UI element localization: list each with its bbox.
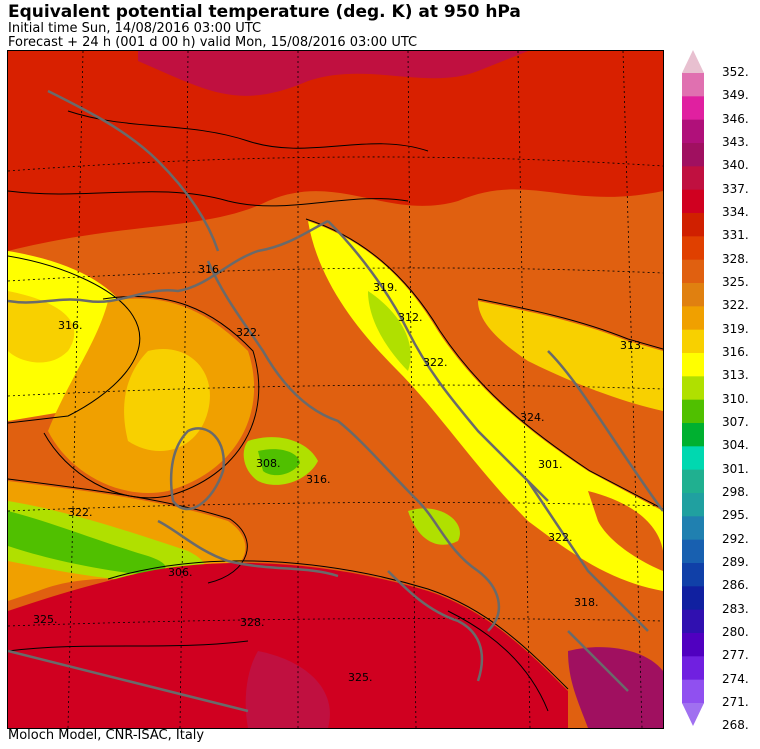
- colorbar-tick-label: 277.: [722, 648, 749, 663]
- colorbar-swatch: [682, 609, 704, 634]
- colorbar-min-arrow: [682, 703, 704, 726]
- region-north: [8, 51, 663, 251]
- region-south-magenta: [245, 651, 330, 728]
- colorbar-tick-label: 310.: [722, 391, 749, 406]
- contour-label: 306.: [168, 566, 193, 579]
- colorbar-swatch: [682, 306, 704, 331]
- contour-label: 318.: [574, 596, 599, 609]
- colorbar-tick-label: 301.: [722, 461, 749, 476]
- contour-label: 308.: [256, 457, 281, 470]
- colorbar-swatch: [682, 119, 704, 144]
- colorbar-tick-label: 307.: [722, 415, 749, 429]
- contour-label: 316.: [306, 473, 331, 486]
- colorbar-tick-label: 271.: [722, 695, 749, 709]
- colorbar-swatch: [682, 96, 704, 121]
- colorbar-swatch: [682, 446, 704, 471]
- colorbar-tick-label: 319.: [722, 321, 749, 336]
- contour-label: 328.: [240, 616, 265, 629]
- graticule: [8, 51, 663, 728]
- map-panel: 316. 316. 319. 312. 322. 313. 324. 322. …: [7, 50, 664, 729]
- colorbar-swatch: [682, 679, 704, 704]
- colorbar-tick-label: 292.: [722, 531, 749, 546]
- colorbar-tick-label: 331.: [722, 228, 749, 243]
- region-central-gold: [124, 349, 210, 451]
- region-sw-green: [8, 511, 166, 574]
- colorbar-swatch: [682, 516, 704, 541]
- colorbar-swatch: [682, 329, 704, 354]
- chart-title: Equivalent potential temperature (deg. K…: [8, 2, 521, 22]
- colorbar-max-arrow: [682, 50, 704, 73]
- colorbar-swatch: [682, 283, 704, 307]
- colorbar-tick-label: 340.: [722, 158, 749, 173]
- colorbar-swatch: [682, 213, 704, 237]
- colorbar-tick-label: 328.: [722, 251, 749, 266]
- colorbar-swatch: [682, 656, 704, 681]
- colorbar-swatch: [682, 633, 704, 657]
- colorbar-swatch: [682, 353, 704, 377]
- colorbar-tick-label: 349.: [722, 88, 749, 103]
- colorbar-swatch: [682, 376, 704, 401]
- contour-label: 322.: [548, 531, 573, 544]
- colorbar-tick-label: 289.: [722, 555, 749, 569]
- coastlines: [8, 89, 663, 713]
- colorbar-swatch: [682, 259, 704, 284]
- colorbar-swatch: [682, 563, 704, 587]
- contour-label: 324.: [520, 411, 545, 424]
- region-north-peak: [138, 51, 528, 96]
- colorbar-swatch: [682, 73, 704, 97]
- colorbar-tick-label: 304.: [722, 438, 749, 453]
- colorbar-tick-label: 337.: [722, 181, 749, 196]
- region-center-deepgreen: [258, 449, 300, 476]
- colorbar-swatch: [682, 539, 704, 564]
- initial-time: Initial time Sun, 14/08/2016 03:00 UTC: [8, 21, 262, 36]
- region-east-gold: [478, 301, 663, 411]
- contour-label: 325.: [348, 671, 373, 684]
- contour-label: 322.: [68, 506, 93, 519]
- region-adriatic-yellow: [308, 221, 663, 591]
- contour-label: 301.: [538, 458, 563, 471]
- contour-label: 325.: [33, 613, 58, 626]
- colorbar-tick-label: 352.: [722, 65, 749, 79]
- colorbar-swatch: [682, 399, 704, 424]
- contour-label: 319.: [373, 281, 398, 294]
- region-east-orange: [588, 491, 663, 571]
- colorbar-swatch: [682, 423, 704, 447]
- colorbar-swatch: [682, 586, 704, 611]
- contour-label: 322.: [423, 356, 448, 369]
- colorbar-swatch: [682, 166, 704, 191]
- colorbar-swatch: [682, 189, 704, 214]
- colorbar-tick-label: 283.: [722, 601, 749, 616]
- colorbar-tick-label: 295.: [722, 508, 749, 523]
- colorbar-tick-label: 325.: [722, 275, 749, 289]
- forecast-validity: Forecast + 24 h (001 d 00 h) valid Mon, …: [8, 35, 418, 50]
- colorbar-swatch: [682, 493, 704, 517]
- colorbar-tick-label: 298.: [722, 485, 749, 499]
- colorbar-swatch: [682, 469, 704, 494]
- contour-label-group: 316. 316. 319. 312. 322. 313. 324. 322. …: [33, 263, 645, 684]
- contour-label: 313.: [620, 339, 645, 352]
- colorbar-swatch: [682, 236, 704, 261]
- model-credit: Moloch Model, CNR-ISAC, Italy: [8, 728, 205, 743]
- region-west-gold: [8, 291, 75, 363]
- colorbar-tick-label: 322.: [722, 298, 749, 313]
- colorbar-tick-label: 343.: [722, 135, 749, 149]
- contour-label: 322.: [236, 326, 261, 339]
- contour-label: 316.: [198, 263, 223, 276]
- contour-label: 312.: [398, 311, 423, 324]
- colorbar-swatch: [682, 143, 704, 167]
- colorbar-tick-label: 274.: [722, 671, 749, 686]
- contour-label: 316.: [58, 319, 83, 332]
- map-canvas: 316. 316. 319. 312. 322. 313. 324. 322. …: [8, 51, 663, 728]
- colorbar-tick-label: 313.: [722, 368, 749, 383]
- colorbar-tick-label: 268.: [722, 718, 749, 733]
- colorbar: [682, 50, 704, 726]
- colorbar-tick-label: 286.: [722, 578, 749, 593]
- region-adriatic-green: [368, 291, 411, 371]
- colorbar-tick-label: 334.: [722, 205, 749, 219]
- colorbar-tick-label: 346.: [722, 111, 749, 126]
- region-se-magenta: [568, 647, 663, 728]
- colorbar-tick-label: 316.: [722, 345, 749, 359]
- colorbar-tick-label: 280.: [722, 625, 749, 639]
- region-islet-green: [408, 508, 460, 545]
